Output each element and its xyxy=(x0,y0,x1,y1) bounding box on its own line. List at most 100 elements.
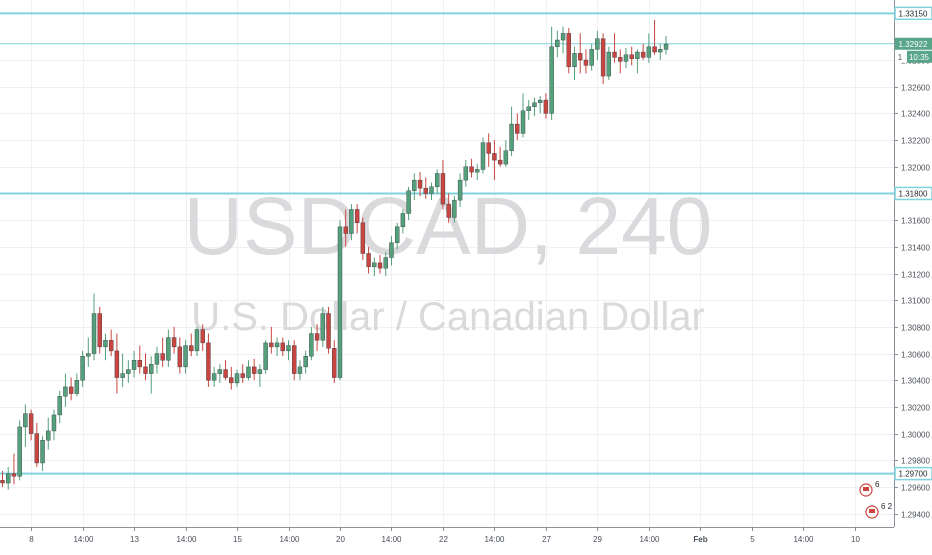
y-tick-label: 1.29600 xyxy=(901,484,930,493)
candle-body xyxy=(263,342,268,370)
candle xyxy=(137,345,142,374)
candle xyxy=(269,326,274,354)
candle-body xyxy=(229,377,234,384)
candle-body xyxy=(629,54,634,59)
candle-body xyxy=(160,353,165,361)
candle xyxy=(389,236,394,266)
candle-body xyxy=(572,53,577,67)
candle xyxy=(314,324,320,351)
candle-body xyxy=(343,226,348,234)
candle-body xyxy=(143,366,148,374)
candle-body xyxy=(114,350,120,378)
candle-body xyxy=(394,226,400,244)
candle xyxy=(646,33,652,63)
candle xyxy=(560,26,566,54)
candle xyxy=(274,337,280,357)
candle-body xyxy=(566,33,571,67)
candle xyxy=(166,329,171,367)
y-tick-label: 1.29800 xyxy=(901,457,930,466)
candle xyxy=(537,96,543,114)
countdown-box xyxy=(907,50,932,63)
candle xyxy=(246,360,251,381)
price-badge xyxy=(895,50,906,63)
y-tick-label: 1.30800 xyxy=(901,324,930,333)
event-marker-label: 6 xyxy=(875,480,880,489)
y-tick-label: 1.29400 xyxy=(901,511,930,520)
candle xyxy=(360,217,366,261)
y-tick-label: 1.32200 xyxy=(901,137,930,146)
candle xyxy=(189,333,194,357)
y-tick-label: 1.31000 xyxy=(901,297,930,306)
y-tick-label: 1.30400 xyxy=(901,377,930,386)
x-tick-label: 14:00 xyxy=(639,535,660,544)
candle xyxy=(354,204,360,234)
y-tick-label: 1.30600 xyxy=(901,351,930,360)
candle xyxy=(566,28,571,74)
candle-body xyxy=(320,313,326,341)
candle xyxy=(515,113,520,141)
time-axis[interactable]: 8 14:00 13 14:00 15 14:00 20 14:00 22 14:00 27 29 14… xyxy=(29,527,860,544)
candle xyxy=(452,196,457,223)
event-marker[interactable]: 6 xyxy=(859,480,880,497)
candle xyxy=(6,466,11,490)
level-label-box xyxy=(894,186,932,201)
candle xyxy=(114,333,120,394)
candle-body xyxy=(292,345,297,374)
horizontal-levels[interactable] xyxy=(0,12,894,475)
candle xyxy=(280,337,285,357)
candle xyxy=(618,49,623,74)
candle xyxy=(417,172,423,197)
candle-body xyxy=(314,333,320,341)
candle xyxy=(51,409,57,441)
x-tick-label: 8 xyxy=(29,535,34,544)
y-tick-label: 1.31600 xyxy=(901,217,930,226)
candle-body xyxy=(589,49,594,66)
candle-body xyxy=(537,99,543,103)
candle xyxy=(11,453,17,485)
candle-body xyxy=(578,53,583,61)
candle-body xyxy=(80,356,85,381)
candle-body xyxy=(223,369,228,378)
price-axis[interactable]: 1.328001.326001.324001.322001.320001.316… xyxy=(894,57,930,520)
candle xyxy=(23,404,28,447)
candle xyxy=(497,146,503,167)
candle-body xyxy=(400,213,406,228)
candle xyxy=(263,340,268,374)
candle xyxy=(555,30,560,58)
current-price-box xyxy=(895,37,932,50)
candle-body xyxy=(332,348,337,378)
candle xyxy=(143,353,148,381)
candle-body xyxy=(497,159,503,165)
candle xyxy=(240,364,245,383)
candle xyxy=(206,333,211,387)
x-tick-label: 15 xyxy=(233,535,242,544)
level-label: 1.29700 xyxy=(899,470,928,479)
level-label-box xyxy=(894,6,932,21)
candle-body xyxy=(457,179,463,201)
x-tick-label: 10 xyxy=(851,535,860,544)
candle xyxy=(97,306,102,354)
candle-body xyxy=(149,364,154,374)
candle-body xyxy=(206,342,211,381)
current-price-label: 1.32922 xyxy=(899,40,928,49)
candle-body xyxy=(154,353,160,365)
candle xyxy=(63,373,68,407)
x-tick-label: 13 xyxy=(130,535,139,544)
event-markers[interactable]: 6 6 2 xyxy=(859,480,893,519)
candle-body xyxy=(120,373,125,378)
candle-body xyxy=(91,313,97,354)
candle xyxy=(629,46,634,66)
candle xyxy=(606,46,612,81)
candle xyxy=(131,350,137,378)
candle xyxy=(28,409,34,441)
candle xyxy=(640,44,646,61)
candle xyxy=(126,360,131,383)
candle-body xyxy=(435,173,440,187)
candle-body xyxy=(560,33,566,41)
event-marker[interactable]: 6 2 xyxy=(865,502,893,519)
candle-body xyxy=(103,340,108,348)
candle-body xyxy=(583,59,589,66)
candle-body xyxy=(131,360,137,370)
